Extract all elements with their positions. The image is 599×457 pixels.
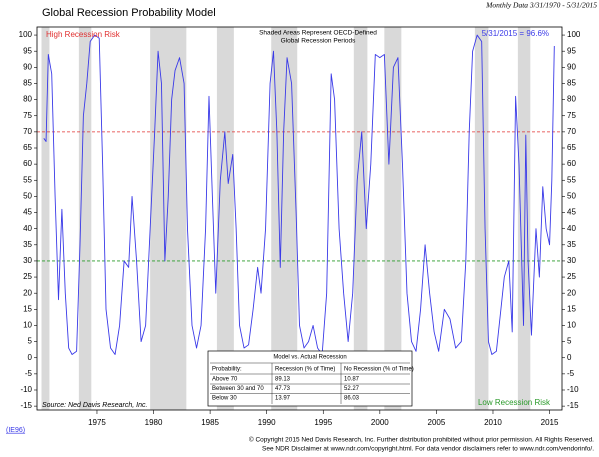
x-tick-label: 1990 [258,418,276,427]
y-tick-label: 50 [23,192,32,201]
y-tick-label: 15 [23,304,32,313]
table-title: Model vs. Actual Recession [273,355,346,361]
y-tick-label: 75 [23,111,32,120]
y-tick-label: 45 [23,208,32,217]
y-tick-label: 35 [567,240,576,249]
high-risk-label: High Recession Risk [46,30,121,39]
y-tick-label: 90 [567,62,576,71]
y-tick-label: 100 [567,30,581,39]
y-tick-label: 5 [28,337,33,346]
latest-label: 5/31/2015 = 96.6% [482,29,549,38]
table-cell: 10.87 [344,377,360,383]
y-tick-label: 30 [23,256,32,265]
y-tick-label: 25 [567,272,576,281]
y-tick-label: -10 [567,385,579,394]
y-tick-label: 60 [23,159,32,168]
y-tick-label: 25 [23,272,32,281]
table-cell: 89.13 [275,377,291,383]
footer: © Copyright 2015 Ned Davis Research, Inc… [249,436,594,444]
y-tick-label: 65 [567,143,576,152]
recession-shade [216,27,234,410]
y-tick-label: 80 [567,95,576,104]
table-header: Probability: [212,367,242,373]
y-tick-label: 75 [567,111,576,120]
y-tick-label: -15 [20,401,32,410]
recession-shade [353,27,368,410]
source: Source: Ned Davis Research, Inc. [42,402,147,409]
y-tick-label: 20 [567,288,576,297]
y-tick-label: 0 [28,353,33,362]
table-cell: Above 70 [212,377,238,383]
y-tick-label: 85 [23,79,32,88]
y-tick-label: 90 [23,62,32,71]
y-tick-label: 70 [567,127,576,136]
x-tick-label: 2000 [371,418,389,427]
table-cell: Below 30 [212,396,237,402]
y-tick-label: 50 [567,192,576,201]
y-tick-label: 85 [567,79,576,88]
shade-note: Shaded Areas Represent OECD-Defined [259,30,377,37]
y-tick-label: 55 [567,175,576,184]
table-box [207,350,413,407]
y-tick-label: 65 [23,143,32,152]
x-tick-label: 2010 [484,418,502,427]
shaded-areas [41,27,531,410]
y-tick-label: 80 [23,95,32,104]
y-tick-label: 45 [567,208,576,217]
x-tick-label: 1985 [201,418,219,427]
x-tick-label: 1980 [145,418,163,427]
stats-table: Model vs. Actual Recession Probability: Re… [207,350,414,407]
table-cell: Between 30 and 70 [212,386,264,392]
y-tick-label: 35 [23,240,32,249]
y-tick-label: -15 [567,401,579,410]
y-tick-label: 10 [23,321,32,330]
recession-shade [384,27,402,410]
y-tick-label: 5 [567,337,572,346]
y-tick-label: -5 [25,369,33,378]
x-tick-label: 2005 [428,418,446,427]
subtitle: Monthly Data 3/31/1970 - 5/31/2015 [485,1,597,10]
low-risk-label: Low Recession Risk [478,398,551,407]
x-tick-label: 1975 [88,418,106,427]
recession-shade [474,27,489,410]
table-cell: 13.97 [275,396,291,402]
y-tick-label: 10 [567,321,576,330]
probability-line [43,34,555,355]
x-tick-label: 1995 [314,418,332,427]
shade-note: Global Recession Periods [281,38,357,45]
y-tick-label: 15 [567,304,576,313]
recession-shade [41,27,50,410]
y-tick-label: 0 [567,353,572,362]
y-tick-label: 100 [19,30,33,39]
y-tick-label: 30 [567,256,576,265]
y-tick-label: 40 [23,224,32,233]
recession-shade [150,27,187,410]
x-tick-label: 2015 [541,418,559,427]
table-cell: 86.03 [344,396,360,402]
plot-frame [36,26,563,411]
chart-title: Global Recession Probability Model [42,7,216,19]
recession-shade [517,27,531,410]
y-tick-label: -5 [567,369,575,378]
y-tick-label: 95 [23,46,32,55]
y-tick-label: -10 [20,385,32,394]
recession-shade [78,27,92,410]
table-header: Recession (% of Time) [275,367,335,373]
table-cell: 47.73 [275,386,291,392]
table-cell: 52.27 [344,386,360,392]
y-tick-label: 55 [23,175,32,184]
y-tick-label: 95 [567,46,576,55]
table-header: No Recession (% of Time) [344,367,414,373]
code-link[interactable]: (IE96) [6,427,25,434]
plot [34,34,565,414]
footer: See NDR Disclaimer at www.ndr.com/copyri… [262,446,594,453]
y-tick-label: 60 [567,159,576,168]
y-tick-label: 20 [23,288,32,297]
y-tick-label: 70 [23,127,32,136]
y-tick-label: 40 [567,224,576,233]
